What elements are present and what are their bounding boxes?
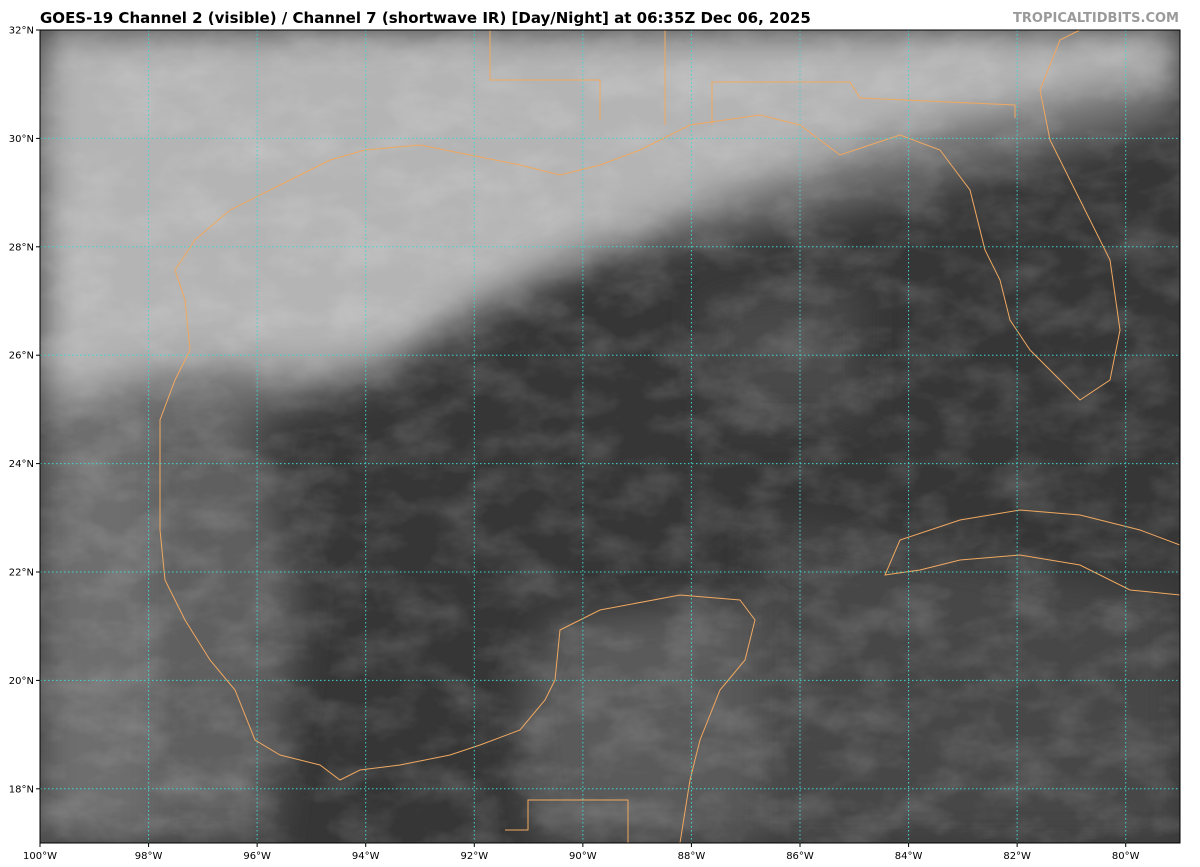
lon-tick-label: 94°W xyxy=(352,851,380,862)
lon-tick-label: 90°W xyxy=(569,851,597,862)
source-credit: TROPICALTIDBITS.COM xyxy=(1013,11,1179,26)
lon-tick-label: 84°W xyxy=(895,851,923,862)
map-title: GOES-19 Channel 2 (visible) / Channel 7 … xyxy=(40,9,811,27)
imagery xyxy=(40,30,1180,843)
lat-tick-label: 18°N xyxy=(9,784,34,795)
mexico-texas-coastline xyxy=(159,149,756,843)
lat-tick-label: 28°N xyxy=(9,242,34,253)
lat-tick-label: 26°N xyxy=(9,351,34,362)
lon-tick-label: 80°W xyxy=(1112,851,1140,862)
graticule xyxy=(40,30,1180,843)
lon-tick-label: 100°W xyxy=(23,851,57,862)
lat-tick-label: 20°N xyxy=(9,676,34,687)
lon-tick-label: 86°W xyxy=(786,851,814,862)
axis-ticks: 100°W 98°W 96°W 94°W 92°W 90°W 88°W 86°W 84°W 82°… xyxy=(9,26,1140,863)
cuba-coastline xyxy=(884,509,1180,596)
map-frame xyxy=(39,29,1181,844)
state-borders xyxy=(711,81,1016,125)
lon-tick-label: 92°W xyxy=(460,851,488,862)
lat-tick-label: 22°N xyxy=(9,568,34,579)
lon-tick-label: 82°W xyxy=(1003,851,1031,862)
lat-tick-label: 24°N xyxy=(9,459,34,470)
lon-tick-label: 88°W xyxy=(678,851,706,862)
mexico-guatemala-border xyxy=(505,799,629,843)
lat-tick-label: 32°N xyxy=(9,26,34,37)
lon-tick-label: 98°W xyxy=(135,851,163,862)
lat-tick-label: 30°N xyxy=(9,134,34,145)
lon-tick-label: 96°W xyxy=(243,851,271,862)
us-gulf-coastline xyxy=(364,30,1121,401)
coastlines xyxy=(159,30,1180,843)
state-borders xyxy=(489,30,601,120)
